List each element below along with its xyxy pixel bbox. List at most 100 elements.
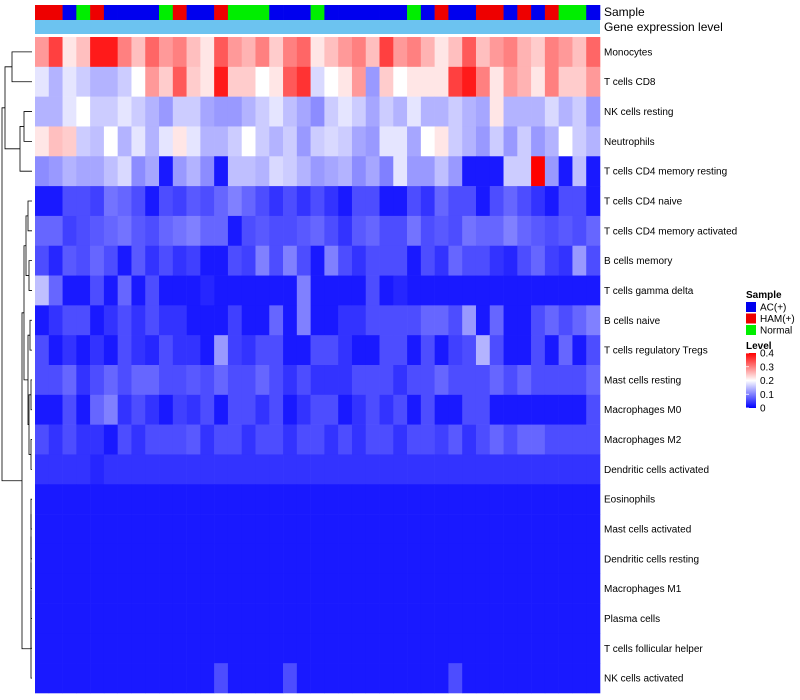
sample-annotation-cell: [503, 5, 518, 20]
heatmap-cell: [131, 186, 146, 217]
heatmap-cell: [338, 126, 353, 157]
heatmap-cell: [365, 484, 380, 515]
heatmap-cell: [420, 484, 435, 515]
heatmap-cell: [159, 454, 174, 485]
heatmap-cell: [227, 305, 243, 336]
heatmap-cell: [365, 365, 380, 396]
heatmap-cell: [462, 215, 477, 247]
heatmap-cell: [586, 633, 601, 664]
heatmap-cell: [544, 663, 559, 694]
heatmap-cell: [283, 126, 298, 157]
heatmap-cell: [489, 156, 504, 187]
heatmap-cell: [255, 424, 270, 455]
heatmap-cell: [517, 663, 532, 694]
heatmap-cell: [35, 245, 50, 276]
heatmap-cell: [489, 335, 504, 366]
heatmap-cell: [214, 514, 229, 545]
heatmap-cell: [351, 543, 367, 575]
heatmap-cell: [172, 365, 187, 396]
heatmap-cell: [420, 543, 435, 575]
heatmap-cell: [503, 603, 518, 634]
heatmap-cell: [241, 365, 256, 396]
heatmap-cell: [48, 275, 63, 306]
heatmap-cell: [76, 484, 91, 515]
heatmap-cell: [145, 96, 160, 127]
heatmap-cell: [172, 394, 187, 425]
heatmap-cell: [489, 484, 504, 515]
heatmap-cell: [448, 305, 463, 336]
sample-annotation-cell: [62, 5, 77, 20]
heatmap-cell: [531, 573, 546, 604]
heatmap-cell: [475, 394, 491, 425]
heatmap-cell: [227, 603, 243, 634]
heatmap-cell: [269, 37, 284, 68]
row-label: T cells CD4 naive: [604, 197, 683, 208]
heatmap-cell: [558, 126, 573, 157]
heatmap-cell: [324, 424, 339, 455]
heatmap-cell: [117, 663, 132, 694]
heatmap-cell: [200, 484, 215, 515]
heatmap-cell: [379, 275, 394, 306]
heatmap-cell: [407, 573, 422, 604]
heatmap-cell: [159, 335, 174, 366]
heatmap-cell: [35, 484, 50, 515]
heatmap-cell: [544, 335, 559, 366]
heatmap-cell: [310, 573, 325, 604]
heatmap-cell: [544, 186, 559, 217]
heatmap-cell: [338, 573, 353, 604]
heatmap-cell: [269, 156, 284, 187]
heatmap-cell: [296, 514, 311, 545]
heatmap-cell: [172, 215, 187, 247]
heatmap-cell: [489, 573, 504, 604]
heatmap-cell: [544, 365, 559, 396]
heatmap-cell: [35, 305, 50, 336]
heatmap-cell: [310, 186, 325, 217]
heatmap-cell: [393, 514, 408, 545]
heatmap-cell: [296, 186, 311, 217]
heatmap-cell: [159, 663, 174, 694]
heatmap-cell: [365, 424, 380, 455]
sample-annotation-cell: [310, 5, 325, 20]
dendrogram-branch: [30, 619, 32, 679]
heatmap-cell: [48, 245, 63, 276]
heatmap-cell: [145, 573, 160, 604]
heatmap-cell: [420, 126, 435, 157]
heatmap-cell: [131, 573, 146, 604]
heatmap-cell: [558, 215, 573, 247]
heatmap-cell: [131, 365, 146, 396]
heatmap-cell: [324, 245, 339, 276]
heatmap-cell: [269, 603, 284, 634]
heatmap-cell: [103, 156, 118, 187]
heatmap-cell: [200, 543, 215, 575]
heatmap-cell: [475, 603, 491, 634]
heatmap-cell: [76, 275, 91, 306]
heatmap-cell: [76, 663, 91, 694]
heatmap-cell: [283, 275, 298, 306]
heatmap-cell: [172, 275, 187, 306]
heatmap-cell: [420, 663, 435, 694]
heatmap-cell: [186, 96, 201, 127]
heatmap-cell: [407, 215, 422, 247]
sample-annotation-cell: [324, 5, 339, 20]
sample-annotation-cell: [76, 5, 91, 20]
heatmap-cell: [572, 275, 587, 306]
heatmap-cell: [90, 335, 105, 366]
heatmap-cell: [214, 66, 229, 97]
heatmap-cell: [283, 335, 298, 366]
heatmap-cell: [544, 126, 559, 157]
heatmap-cell: [586, 663, 601, 694]
heatmap-cell: [241, 245, 256, 276]
heatmap-cell: [296, 394, 311, 425]
row-label: B cells naive: [604, 316, 661, 327]
heatmap-cell: [558, 394, 573, 425]
heatmap-cell: [131, 156, 146, 187]
heatmap-cell: [76, 335, 91, 366]
heatmap-cell: [531, 543, 546, 575]
heatmap-cell: [117, 245, 132, 276]
heatmap-cell: [544, 66, 559, 97]
heatmap-cell: [434, 66, 449, 97]
heatmap-cell: [255, 335, 270, 366]
heatmap-cell: [310, 424, 325, 455]
heatmap-cell: [241, 66, 256, 97]
heatmap-cell: [172, 96, 187, 127]
